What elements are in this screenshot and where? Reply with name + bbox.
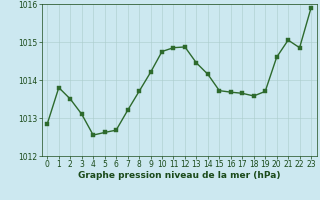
X-axis label: Graphe pression niveau de la mer (hPa): Graphe pression niveau de la mer (hPa) <box>78 171 280 180</box>
